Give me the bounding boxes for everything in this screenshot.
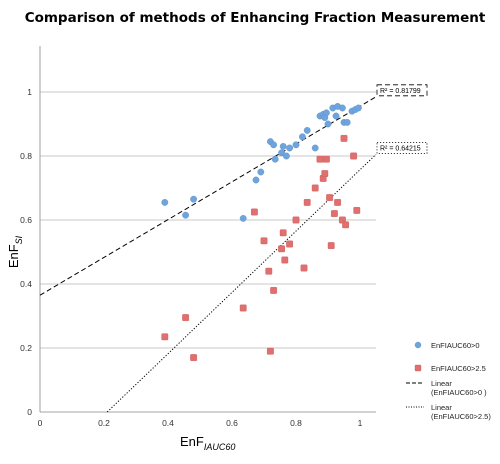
data-point-series-2 [265,267,273,275]
data-point-series-2 [260,237,268,245]
tick-labels: 0 0.2 0.4 0.6 0.8 1 0 0.2 0.4 0.6 0.8 1 [20,87,362,428]
x-tick-label: 0.8 [290,418,302,428]
legend-marker-circle [414,341,422,349]
data-point-series-1 [271,155,279,163]
data-point-series-2 [278,245,285,253]
data-point-series-1 [298,133,306,141]
data-point-series-1 [286,144,293,152]
x-tick-label: 0.6 [226,418,238,428]
data-point-series-1 [190,195,198,203]
y-tick-label: 0 [27,407,32,417]
data-point-series-2 [190,354,197,361]
r-squared-label: R² = 0.81799 [380,88,421,95]
legend-label: (EnFIAUC60>0 ) [431,388,487,397]
data-point-series-1 [252,176,260,184]
data-point-series-1 [338,104,346,112]
x-tick-label: 0.4 [162,418,174,428]
data-point-series-1 [161,198,169,206]
data-point-series-2 [326,194,333,201]
data-point-series-1 [343,119,351,126]
data-point-series-2 [350,152,357,160]
y-tick-label: 0.4 [20,279,32,289]
data-point-series-2 [303,198,311,206]
data-point-series-1 [270,141,277,149]
data-point-series-2 [316,155,324,163]
x-tick-label: 0 [38,418,43,428]
y-tick-label: 0.2 [20,343,32,353]
y-axis-label-main: EnF [6,244,21,268]
data-point-series-2 [279,229,287,237]
data-point-series-2 [321,170,329,177]
data-point-series-2 [300,264,308,272]
chart-title: Comparison of methods of Enhancing Fract… [25,10,486,26]
data-point-series-1 [324,120,332,128]
data-point-series-1 [257,168,265,176]
legend-label: Linear [431,403,452,412]
data-point-series-2 [323,155,330,163]
data-point-series-2 [281,256,289,264]
data-point-series-2 [340,134,348,142]
data-point-series-2 [292,216,300,224]
y-tick-label: 1 [27,87,32,97]
x-tick-label: 0.2 [98,418,110,428]
legend-label: EnFIAUC60>0 [431,341,480,350]
data-point-series-2 [161,333,169,341]
data-points [161,103,362,361]
data-point-series-2 [334,198,341,206]
y-axis-label-sub: SI [14,235,24,244]
data-point-series-2 [353,206,361,214]
data-point-series-1 [239,214,247,222]
data-point-series-2 [286,240,293,248]
data-point-series-2 [331,210,338,217]
data-point-series-1 [303,126,311,134]
data-point-series-1 [311,144,319,152]
trendlines [39,96,377,413]
data-point-series-2 [311,184,319,192]
data-point-series-2 [239,304,247,312]
y-tick-label: 0.8 [20,151,32,161]
trendline-dashed [39,96,377,296]
legend-marker-square [414,364,422,372]
r-squared-box [376,84,428,97]
data-point-series-2 [182,314,189,321]
legend-label: Linear [431,379,452,388]
data-point-series-2 [267,347,274,355]
data-point-series-1 [278,149,285,157]
data-point-series-1 [292,141,300,149]
r-squared-label: R² = 0.64215 [380,145,421,152]
r-squared-labels: R² = 0.81799 R² = 0.64215 [376,84,428,154]
data-point-series-2 [327,242,335,249]
x-axis-label-sub: IAUC60 [204,442,236,452]
data-point-series-1 [322,109,330,117]
trendline-dotted [106,154,377,413]
axes [39,46,376,413]
data-point-series-1 [282,152,290,160]
x-axis-label: EnFIAUC60 [180,434,235,452]
r-squared-box [376,141,428,154]
gridlines [40,91,376,349]
data-point-series-1 [354,104,362,112]
data-point-series-2 [342,221,349,229]
data-point-series-2 [270,287,277,294]
legend-label: EnFIAUC60>2.5 [431,364,486,373]
y-axis-label: EnFSI [6,235,24,268]
data-point-series-2 [250,208,258,216]
data-point-series-1 [182,211,190,219]
legend-label: (EnFIAUC60>2.5) [431,412,491,421]
data-point-series-1 [279,142,287,150]
data-point-series-1 [332,112,340,120]
legend: EnFIAUC60>0EnFIAUC60>2.5Linear(EnFIAUC60… [406,341,491,421]
y-tick-label: 0.6 [20,215,32,225]
x-tick-label: 1 [358,418,363,428]
x-axis-label-main: EnF [180,434,204,449]
